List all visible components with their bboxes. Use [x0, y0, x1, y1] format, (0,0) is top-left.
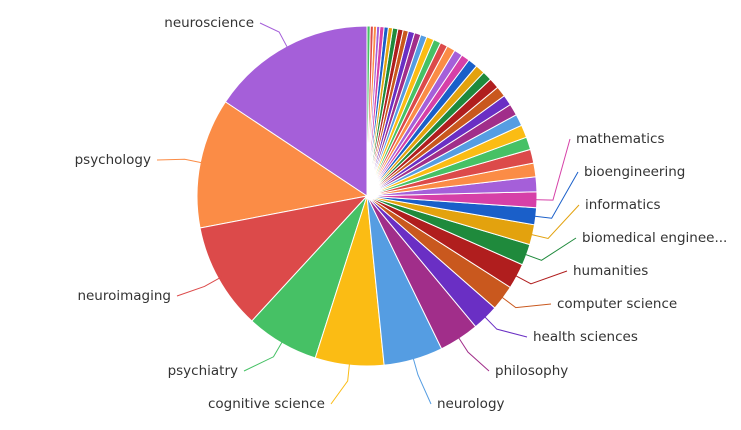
- slice-label: computer science: [557, 296, 677, 312]
- slice-label: cognitive science: [208, 396, 325, 412]
- leader-line: [532, 138, 571, 201]
- leader-line: [528, 204, 580, 240]
- leader-line: [456, 335, 490, 372]
- leader-line: [412, 355, 432, 405]
- leader-line: [531, 171, 579, 219]
- slice-label: informatics: [585, 197, 661, 213]
- leader-line: [522, 237, 577, 261]
- slice-label: humanities: [573, 263, 648, 279]
- slice-label: philosophy: [495, 363, 568, 379]
- slice-label: psychology: [75, 152, 151, 168]
- leader-line: [499, 295, 552, 309]
- leader-line: [513, 270, 568, 285]
- slice-label: psychiatry: [168, 363, 238, 379]
- slice-label: mathematics: [576, 131, 665, 147]
- leader-line: [176, 276, 223, 297]
- leader-line: [259, 22, 290, 50]
- slice-label: neurology: [437, 396, 505, 412]
- leader-line: [156, 158, 205, 164]
- slice-label: health sciences: [533, 329, 638, 345]
- pie-slice: [366, 25, 371, 197]
- leader-line: [243, 339, 284, 372]
- slice-label: bioengineering: [584, 164, 685, 180]
- leader-line: [330, 361, 351, 405]
- slice-label: biomedical enginee...: [582, 230, 727, 246]
- leader-line: [482, 314, 528, 338]
- slice-label: neuroimaging: [77, 288, 171, 304]
- slice-label: neuroscience: [164, 15, 254, 31]
